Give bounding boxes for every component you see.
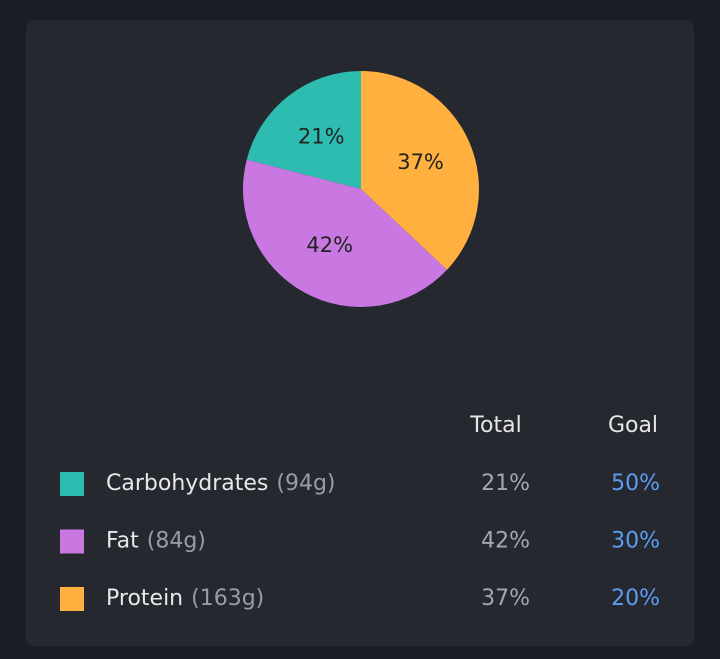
goal-value: 30% [611,529,660,554]
card [26,20,694,646]
total-value: 37% [481,586,530,611]
slice-label: 37% [397,150,444,174]
goal-value: 20% [611,586,660,611]
pie-slice [246,71,361,189]
slice-label: 42% [306,233,353,257]
macro-name: Fat [106,529,139,554]
legend-swatch [60,529,84,554]
column-header: Goal [608,413,658,438]
row-label: Carbohydrates (94g) [106,471,336,496]
total-value: 21% [481,471,530,496]
pie-slice [361,71,479,270]
macro-amount: (84g) [147,529,206,554]
macro-amount: (163g) [191,586,264,611]
total-value: 42% [481,529,530,554]
legend-swatch [60,472,84,496]
row-label: Protein (163g) [106,586,264,611]
column-header: Total [469,413,521,438]
macro-name: Carbohydrates [106,471,268,496]
goal-value: 50% [611,471,660,496]
macro-amount: (94g) [276,471,335,496]
pie-slice [242,159,448,307]
row-label: Fat (84g) [106,529,206,554]
macro-table: Total Goal Carbohydrates (94g) 21% 50% Fat (84g… [60,413,660,611]
macro-name: Protein [106,586,183,611]
pie-chart: 21% 42% 37% [242,71,479,307]
slice-label: 21% [298,125,345,149]
legend-swatch [60,587,84,611]
